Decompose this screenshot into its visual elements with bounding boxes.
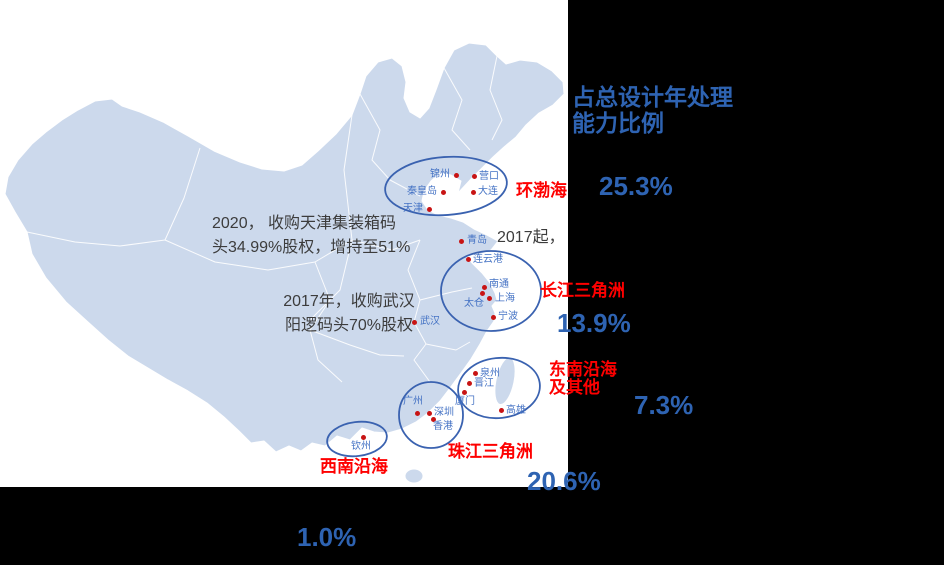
region-ellipse-pearl bbox=[398, 381, 464, 449]
region-label-bohai: 环渤海 bbox=[516, 181, 567, 200]
city-label-qinhuangdao: 秦皇岛 bbox=[407, 186, 437, 197]
city-label-shenzhen: 深圳 bbox=[434, 407, 454, 418]
city-label-qingdao: 青岛 bbox=[467, 235, 487, 246]
city-dot-jinjiang bbox=[467, 381, 472, 386]
taiwan-island bbox=[494, 356, 516, 406]
city-label-jinjiang: 晋江 bbox=[474, 378, 494, 389]
hainan-island bbox=[404, 468, 424, 484]
china-mainland-shape bbox=[4, 42, 565, 453]
city-label-lianyungang: 连云港 bbox=[473, 254, 503, 265]
region-ellipse-bohai bbox=[384, 155, 508, 217]
city-dot-xiamen bbox=[462, 390, 467, 395]
annotation-tianjin-acquisition: 2020， 收购天津集装箱码 头34.99%股权，增持至51% bbox=[212, 212, 410, 260]
chart-title: 占总设计年处理 能力比例 bbox=[572, 84, 733, 136]
city-label-xiamen: 厦门 bbox=[455, 396, 475, 407]
city-label-guangzhou: 广州 bbox=[403, 396, 423, 407]
region-ellipse-southwest bbox=[326, 420, 388, 458]
pct-southeast: 7.3% bbox=[634, 390, 694, 420]
city-label-quanzhou: 泉州 bbox=[480, 368, 500, 379]
annotation-tianjin-line1: 2020， 收购天津集装箱码 bbox=[212, 215, 397, 232]
city-dot-qinhuangdao bbox=[441, 190, 446, 195]
city-label-ningbo: 宁波 bbox=[498, 311, 518, 322]
city-label-tianjin: 天津 bbox=[403, 203, 423, 214]
city-dot-qingdao bbox=[459, 239, 464, 244]
pct-southwest: 1.0% bbox=[297, 522, 357, 552]
city-label-dalian: 大连 bbox=[478, 186, 498, 197]
region-label-southeast-line2: 及其他 bbox=[549, 378, 600, 397]
city-label-shanghai: 上海 bbox=[495, 293, 515, 304]
region-ellipse-yangtze bbox=[440, 250, 542, 332]
region-label-yangtze: 长江三角洲 bbox=[540, 281, 625, 300]
city-label-hongkong: 香港 bbox=[433, 421, 453, 432]
region-ellipse-southeast bbox=[457, 356, 541, 420]
china-map bbox=[4, 42, 565, 484]
annotation-tianjin-line2: 头34.99%股权，增持至51% bbox=[212, 239, 411, 256]
city-label-taicang: 太仓 bbox=[464, 298, 484, 309]
city-label-yingkou: 营口 bbox=[479, 171, 499, 182]
annotation-wuhan-acquisition: 2017年，收购武汉 阳逻码头70%股权 bbox=[276, 290, 422, 338]
region-label-southwest: 西南沿海 bbox=[320, 457, 388, 476]
annotation-wuhan-line1: 2017年，收购武汉 bbox=[283, 293, 415, 310]
city-dot-shanghai bbox=[487, 296, 492, 301]
city-dot-shenzhen bbox=[427, 411, 432, 416]
annotation-wuhan-line2: 阳逻码头70%股权 bbox=[284, 317, 414, 334]
city-label-nantong: 南通 bbox=[489, 279, 509, 290]
city-dot-lianyungang bbox=[466, 257, 471, 262]
chart-title-line2: 能力比例 bbox=[572, 110, 664, 136]
region-label-pearl: 珠江三角洲 bbox=[448, 442, 533, 461]
city-dot-quanzhou bbox=[473, 371, 478, 376]
city-dot-nantong bbox=[482, 285, 487, 290]
city-dot-qinzhou bbox=[361, 435, 366, 440]
city-dot-jinzhou bbox=[454, 173, 459, 178]
province-borders bbox=[26, 55, 503, 383]
city-label-qinzhou: 钦州 bbox=[351, 441, 371, 452]
city-label-jinzhou: 锦州 bbox=[430, 169, 450, 180]
city-dot-kaohsiung bbox=[499, 408, 504, 413]
city-label-wuhan: 武汉 bbox=[420, 316, 440, 327]
city-dot-ningbo bbox=[491, 315, 496, 320]
city-dot-tianjin bbox=[427, 207, 432, 212]
chart-title-line1: 占总设计年处理 bbox=[572, 84, 733, 110]
bottom-black-bar bbox=[0, 487, 944, 565]
city-label-kaohsiung: 高雄 bbox=[506, 405, 526, 416]
annotation-since-2017: 2017起， bbox=[497, 229, 565, 246]
city-dot-wuhan bbox=[412, 320, 417, 325]
city-dot-dalian bbox=[471, 190, 476, 195]
city-dot-taicang bbox=[480, 291, 485, 296]
city-dot-guangzhou bbox=[415, 411, 420, 416]
city-dot-hongkong bbox=[431, 417, 436, 422]
right-black-panel bbox=[568, 0, 944, 565]
pct-pearl: 20.6% bbox=[527, 466, 601, 496]
pct-bohai: 25.3% bbox=[599, 171, 673, 201]
city-dot-yingkou bbox=[472, 174, 477, 179]
region-label-southeast-line1: 东南沿海 bbox=[549, 360, 617, 379]
pct-yangtze: 13.9% bbox=[557, 308, 631, 338]
region-label-southeast: 东南沿海 及其他 bbox=[549, 361, 617, 397]
